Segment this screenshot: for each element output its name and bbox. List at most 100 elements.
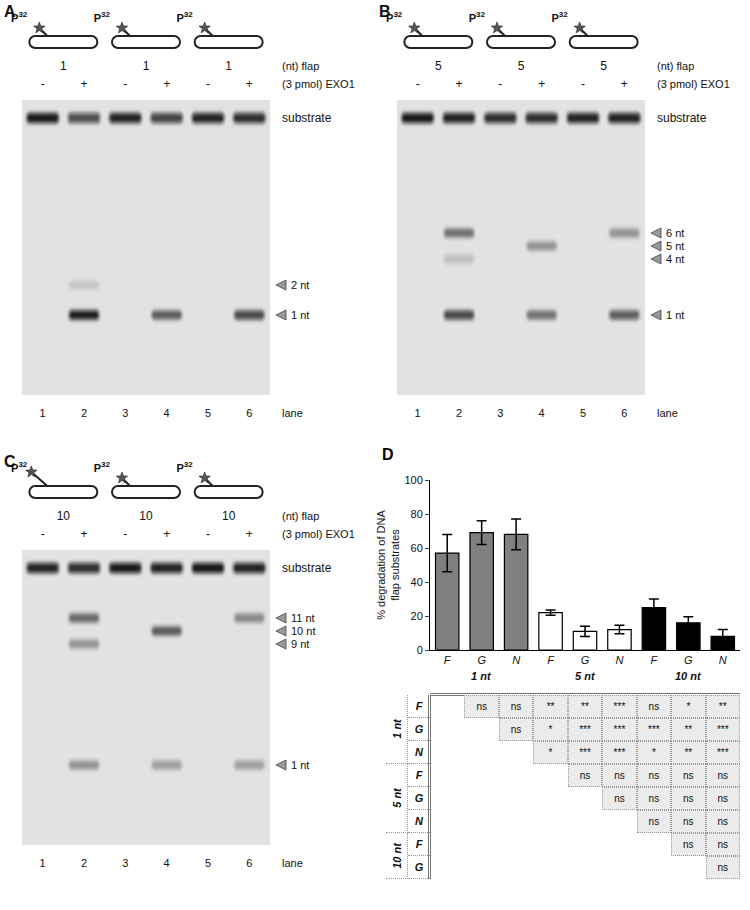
svg-text:G: G: [684, 654, 693, 666]
svg-text:+: +: [80, 77, 87, 91]
svg-text:1: 1: [40, 407, 46, 419]
svg-text:G: G: [581, 654, 590, 666]
svg-text:5 nt: 5 nt: [575, 670, 596, 682]
svg-text:+: +: [163, 527, 170, 541]
svg-text:2: 2: [81, 857, 87, 869]
svg-text:-: -: [206, 527, 210, 541]
svg-text:5: 5: [205, 407, 211, 419]
svg-text:0: 0: [417, 644, 423, 656]
svg-text:1 nt: 1 nt: [666, 309, 684, 321]
svg-text:100: 100: [404, 474, 422, 486]
svg-text:1 nt: 1 nt: [291, 309, 309, 321]
svg-text:+: +: [80, 527, 87, 541]
svg-text:4 nt: 4 nt: [666, 253, 684, 265]
svg-text:substrate: substrate: [282, 111, 332, 125]
svg-text:N: N: [615, 654, 623, 666]
svg-text:P32: P32: [94, 10, 111, 24]
svg-text:1: 1: [143, 59, 150, 73]
svg-text:5 nt: 5 nt: [666, 240, 684, 252]
svg-text:(nt) flap: (nt) flap: [282, 510, 319, 522]
svg-text:4: 4: [164, 857, 170, 869]
svg-text:+: +: [246, 527, 253, 541]
svg-text:A: A: [4, 3, 16, 20]
svg-text:5: 5: [580, 407, 586, 419]
svg-text:F: F: [444, 654, 452, 666]
svg-text:60: 60: [411, 542, 423, 554]
svg-text:-: -: [41, 77, 45, 91]
svg-text:P32: P32: [469, 10, 486, 24]
html-text:10 nt: 10 nt: [390, 842, 403, 869]
html-text:1 nt: 1 nt: [390, 719, 403, 739]
svg-text:2 nt: 2 nt: [291, 279, 309, 291]
svg-text:10: 10: [57, 509, 71, 523]
svg-text:+: +: [163, 77, 170, 91]
svg-text:N: N: [512, 654, 520, 666]
svg-text:10 nt: 10 nt: [675, 670, 702, 682]
svg-text:-: -: [41, 527, 45, 541]
svg-text:20: 20: [411, 610, 423, 622]
svg-text:P32: P32: [176, 10, 193, 24]
svg-text:10: 10: [222, 509, 236, 523]
svg-text:10: 10: [139, 509, 153, 523]
svg-text:1 nt: 1 nt: [471, 670, 492, 682]
svg-text:(3 pmol) EXO1: (3 pmol) EXO1: [282, 78, 355, 90]
svg-text:2: 2: [456, 407, 462, 419]
svg-text:2: 2: [81, 407, 87, 419]
svg-text:(nt) flap: (nt) flap: [657, 60, 694, 72]
svg-text:6 nt: 6 nt: [666, 227, 684, 239]
svg-text:F: F: [651, 654, 659, 666]
svg-text:11 nt: 11 nt: [291, 612, 315, 624]
svg-text:P32: P32: [11, 460, 28, 474]
svg-text:+: +: [621, 77, 628, 91]
svg-text:P32: P32: [176, 460, 193, 474]
svg-text:-: -: [123, 77, 127, 91]
svg-text:substrate: substrate: [657, 111, 707, 125]
svg-text:P32: P32: [94, 460, 111, 474]
svg-text:B: B: [379, 3, 391, 20]
svg-text:4: 4: [164, 407, 170, 419]
svg-text:-: -: [123, 527, 127, 541]
svg-text:1: 1: [40, 857, 46, 869]
svg-text:1: 1: [60, 59, 67, 73]
svg-text:-: -: [498, 77, 502, 91]
svg-text:P32: P32: [11, 10, 28, 24]
svg-text:6: 6: [246, 857, 252, 869]
svg-text:N: N: [719, 654, 727, 666]
svg-text:10 nt: 10 nt: [291, 625, 315, 637]
svg-text:lane: lane: [657, 407, 678, 419]
svg-text:5: 5: [600, 59, 607, 73]
svg-text:4: 4: [539, 407, 545, 419]
svg-text:-: -: [581, 77, 585, 91]
svg-text:G: G: [477, 654, 486, 666]
svg-text:3: 3: [122, 857, 128, 869]
svg-text:substrate: substrate: [282, 561, 332, 575]
svg-text:lane: lane: [282, 407, 303, 419]
svg-text:P32: P32: [551, 10, 568, 24]
svg-text:-: -: [416, 77, 420, 91]
svg-text:(nt) flap: (nt) flap: [282, 60, 319, 72]
svg-text:6: 6: [246, 407, 252, 419]
svg-text:5: 5: [518, 59, 525, 73]
svg-text:1: 1: [225, 59, 232, 73]
svg-text:1 nt: 1 nt: [291, 759, 309, 771]
svg-text:(3 pmol) EXO1: (3 pmol) EXO1: [282, 528, 355, 540]
svg-text:3: 3: [122, 407, 128, 419]
svg-text:+: +: [538, 77, 545, 91]
svg-text:9 nt: 9 nt: [291, 638, 309, 650]
svg-text:80: 80: [411, 508, 423, 520]
svg-text:F: F: [547, 654, 555, 666]
svg-text:P32: P32: [386, 10, 403, 24]
svg-text:% degradation of DNAflap subst: % degradation of DNAflap substrates: [375, 510, 401, 620]
svg-text:+: +: [455, 77, 462, 91]
svg-text:1: 1: [415, 407, 421, 419]
svg-text:3: 3: [497, 407, 503, 419]
svg-text:(3 pmol) EXO1: (3 pmol) EXO1: [657, 78, 730, 90]
svg-text:5: 5: [205, 857, 211, 869]
svg-text:6: 6: [621, 407, 627, 419]
svg-text:-: -: [206, 77, 210, 91]
svg-text:5: 5: [435, 59, 442, 73]
svg-text:40: 40: [411, 576, 423, 588]
svg-text:lane: lane: [282, 857, 303, 869]
html-text:5 nt: 5 nt: [390, 788, 403, 808]
svg-text:+: +: [246, 77, 253, 91]
